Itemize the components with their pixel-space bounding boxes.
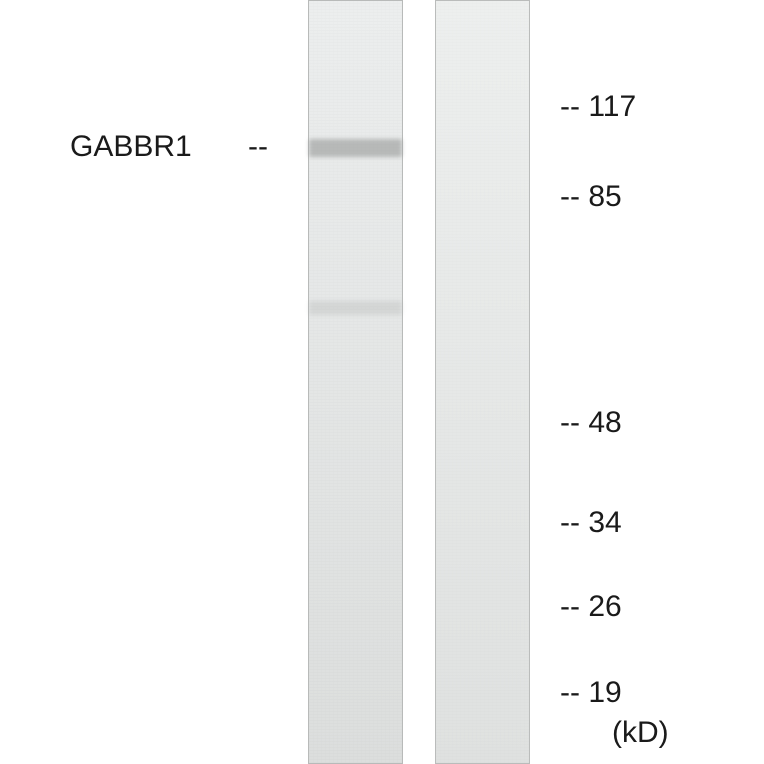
mw-marker-value: 48 <box>588 406 621 439</box>
mw-marker-117: -- 117 <box>560 90 636 124</box>
mw-marker-19: -- 19 <box>560 676 622 710</box>
mw-marker-tick: -- <box>560 180 588 213</box>
mw-marker-tick: -- <box>560 90 588 123</box>
mw-marker-value: 19 <box>588 676 621 709</box>
protein-label: GABBR1 <box>70 130 192 164</box>
lane-1-band-1 <box>309 301 402 315</box>
lane-1-band-0 <box>309 139 402 157</box>
mw-marker-value: 85 <box>588 180 621 213</box>
lane-1 <box>308 0 403 764</box>
mw-marker-26: -- 26 <box>560 590 622 624</box>
lane-1-texture <box>309 1 402 763</box>
protein-label-tick: -- <box>248 130 268 164</box>
mw-marker-tick: -- <box>560 590 588 623</box>
mw-marker-value: 34 <box>588 506 621 539</box>
mw-unit-label: (kD) <box>612 716 669 750</box>
mw-marker-85: -- 85 <box>560 180 622 214</box>
mw-marker-34: -- 34 <box>560 506 622 540</box>
mw-marker-tick: -- <box>560 506 588 539</box>
lane-2 <box>435 0 530 764</box>
mw-marker-tick: -- <box>560 676 588 709</box>
mw-marker-48: -- 48 <box>560 406 622 440</box>
lane-2-texture <box>436 1 529 763</box>
mw-marker-value: 26 <box>588 590 621 623</box>
mw-marker-tick: -- <box>560 406 588 439</box>
mw-marker-value: 117 <box>588 90 636 123</box>
